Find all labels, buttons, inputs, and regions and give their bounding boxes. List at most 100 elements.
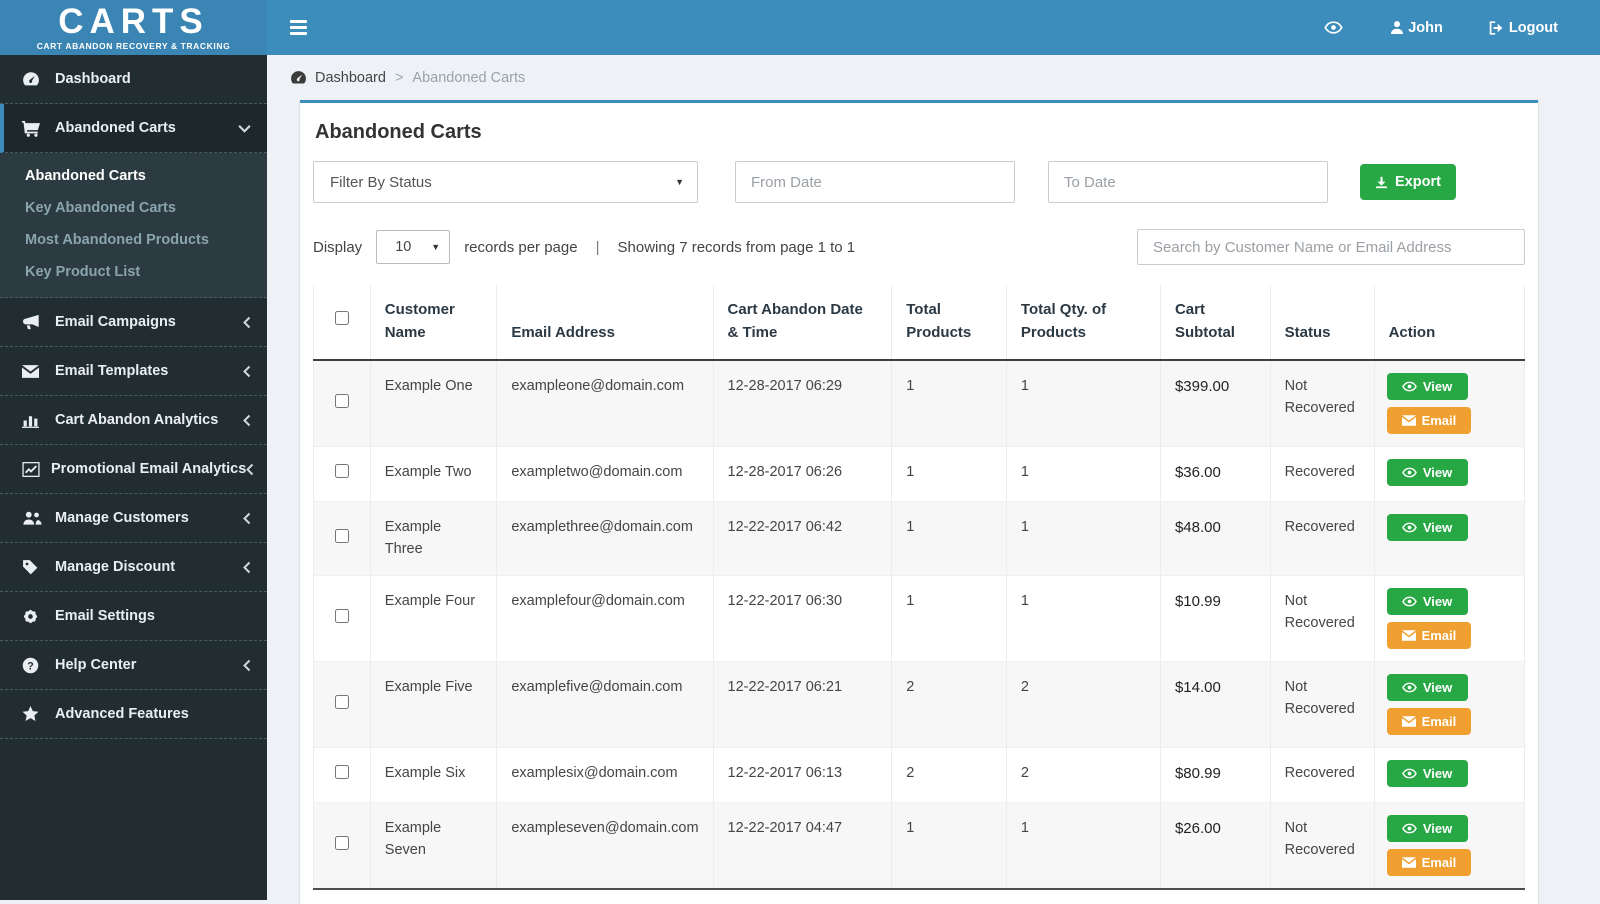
email-button[interactable]: Email	[1387, 622, 1472, 649]
cell-action: View	[1374, 447, 1524, 502]
sidebar-item-email-campaigns[interactable]: Email Campaigns	[0, 298, 267, 347]
cart-icon	[22, 120, 44, 137]
sidebar-subitem-key-abandoned-carts[interactable]: Key Abandoned Carts	[0, 192, 267, 224]
sidebar-subitem-key-product-list[interactable]: Key Product List	[0, 256, 267, 288]
navbar-right: John Logout	[1324, 20, 1558, 36]
cell-cart-subtotal: $26.00	[1160, 803, 1270, 890]
view-button[interactable]: View	[1387, 815, 1468, 842]
navbar: John Logout	[267, 0, 1600, 55]
page-title: Abandoned Carts	[315, 121, 1525, 144]
breadcrumb-current: Abandoned Carts	[412, 70, 525, 86]
per-page-select[interactable]: 10	[376, 230, 450, 264]
row-checkbox[interactable]	[335, 765, 349, 779]
column-header-status: Status	[1270, 285, 1374, 360]
cell-total-qty: 1	[1006, 447, 1160, 502]
export-button[interactable]: Export	[1360, 164, 1456, 200]
logout-icon	[1489, 21, 1504, 35]
user-menu[interactable]: John	[1391, 20, 1443, 36]
cell-abandon-datetime: 12-22-2017 06:30	[713, 576, 892, 662]
sidebar-item-email-settings[interactable]: Email Settings	[0, 592, 267, 641]
cell-action: View Email	[1374, 803, 1524, 890]
sidebar-item-help-center[interactable]: ? Help Center	[0, 641, 267, 690]
email-button-label: Email	[1422, 413, 1457, 428]
from-date-input[interactable]	[735, 161, 1015, 203]
sidebar-item-manage-customers[interactable]: Manage Customers	[0, 494, 267, 543]
records-per-page-label: records per page	[464, 239, 577, 256]
status-filter-wrap: Filter By Status ▼	[313, 161, 698, 203]
question-icon: ?	[22, 657, 44, 674]
column-header-cart-subtotal: Cart Subtotal	[1160, 285, 1270, 360]
sidebar-item-dashboard[interactable]: Dashboard	[0, 55, 267, 104]
status-filter-select[interactable]: Filter By Status	[313, 161, 698, 203]
sidebar-item-label: Email Templates	[55, 363, 168, 379]
envelope-icon	[1402, 716, 1416, 727]
sidebar-item-promotional-email-analytics[interactable]: Promotional Email Analytics	[0, 445, 267, 494]
email-button[interactable]: Email	[1387, 708, 1472, 735]
sidebar-subitem-abandoned-carts[interactable]: Abandoned Carts	[0, 160, 267, 192]
email-button[interactable]: Email	[1387, 407, 1472, 434]
row-checkbox[interactable]	[335, 464, 349, 478]
chevron-left-icon	[243, 414, 251, 427]
sidebar-subitem-most-abandoned-products[interactable]: Most Abandoned Products	[0, 224, 267, 256]
cell-total-products: 1	[892, 447, 1007, 502]
cell-total-products: 2	[892, 748, 1007, 803]
eye-icon[interactable]	[1324, 21, 1343, 34]
cell-customer-name: Example Seven	[370, 803, 497, 890]
sidebar-item-label: Email Campaigns	[55, 314, 176, 330]
eye-icon	[1402, 522, 1417, 533]
email-button[interactable]: Email	[1387, 849, 1472, 876]
cell-abandon-datetime: 12-22-2017 06:42	[713, 501, 892, 576]
to-date-input[interactable]	[1048, 161, 1328, 203]
view-button[interactable]: View	[1387, 459, 1468, 486]
row-checkbox[interactable]	[335, 836, 349, 850]
chevron-left-icon	[243, 316, 251, 329]
sidebar-item-label: Cart Abandon Analytics	[55, 412, 218, 428]
view-button[interactable]: View	[1387, 514, 1468, 541]
table-row: Example Two exampletwo@domain.com 12-28-…	[314, 447, 1525, 502]
sidebar-item-cart-abandon-analytics[interactable]: Cart Abandon Analytics	[0, 396, 267, 445]
row-checkbox[interactable]	[335, 609, 349, 623]
sidebar-item-abandoned-carts[interactable]: Abandoned Carts	[0, 104, 267, 153]
cell-customer-name: Example Five	[370, 662, 497, 748]
line-chart-icon	[22, 462, 40, 477]
sidebar-item-label: Abandoned Carts	[55, 120, 176, 136]
row-checkbox[interactable]	[335, 394, 349, 408]
sidebar-toggle-hamburger-icon[interactable]	[290, 20, 307, 35]
view-button[interactable]: View	[1387, 588, 1468, 615]
eye-icon	[1402, 682, 1417, 693]
app-logo[interactable]: CARTS CART ABANDON RECOVERY & TRACKING	[0, 0, 267, 55]
sidebar-item-advanced-features[interactable]: Advanced Features	[0, 690, 267, 739]
cell-abandon-datetime: 12-22-2017 04:47	[713, 803, 892, 890]
dashboard-icon	[22, 71, 44, 87]
cell-action: View	[1374, 501, 1524, 576]
cell-cart-subtotal: $399.00	[1160, 360, 1270, 447]
sidebar-item-label: Help Center	[55, 657, 136, 673]
showing-records-text: Showing 7 records from page 1 to 1	[618, 239, 856, 256]
cell-total-products: 1	[892, 360, 1007, 447]
logout-button[interactable]: Logout	[1489, 20, 1558, 36]
view-button[interactable]: View	[1387, 373, 1468, 400]
cell-total-qty: 2	[1006, 748, 1160, 803]
column-header-total-products: Total Products	[892, 285, 1007, 360]
select-all-header	[314, 285, 371, 360]
table-row: Example Five examplefive@domain.com 12-2…	[314, 662, 1525, 748]
row-checkbox[interactable]	[335, 529, 349, 543]
search-input[interactable]	[1137, 229, 1525, 265]
table-row: Example Seven exampleseven@domain.com 12…	[314, 803, 1525, 890]
view-button[interactable]: View	[1387, 674, 1468, 701]
sidebar-item-email-templates[interactable]: Email Templates	[0, 347, 267, 396]
table-row: Example Six examplesix@domain.com 12-22-…	[314, 748, 1525, 803]
svg-text:?: ?	[27, 660, 33, 672]
cell-abandon-datetime: 12-28-2017 06:26	[713, 447, 892, 502]
breadcrumb-dashboard-link[interactable]: Dashboard	[290, 70, 386, 86]
user-name: John	[1408, 20, 1443, 36]
cell-email-address: examplesix@domain.com	[497, 748, 713, 803]
select-all-checkbox[interactable]	[335, 311, 349, 325]
cell-total-qty: 1	[1006, 501, 1160, 576]
sidebar-item-label: Manage Customers	[55, 510, 189, 526]
sidebar-item-manage-discount[interactable]: Manage Discount	[0, 543, 267, 592]
row-checkbox[interactable]	[335, 695, 349, 709]
view-button[interactable]: View	[1387, 760, 1468, 787]
cell-action: View	[1374, 748, 1524, 803]
